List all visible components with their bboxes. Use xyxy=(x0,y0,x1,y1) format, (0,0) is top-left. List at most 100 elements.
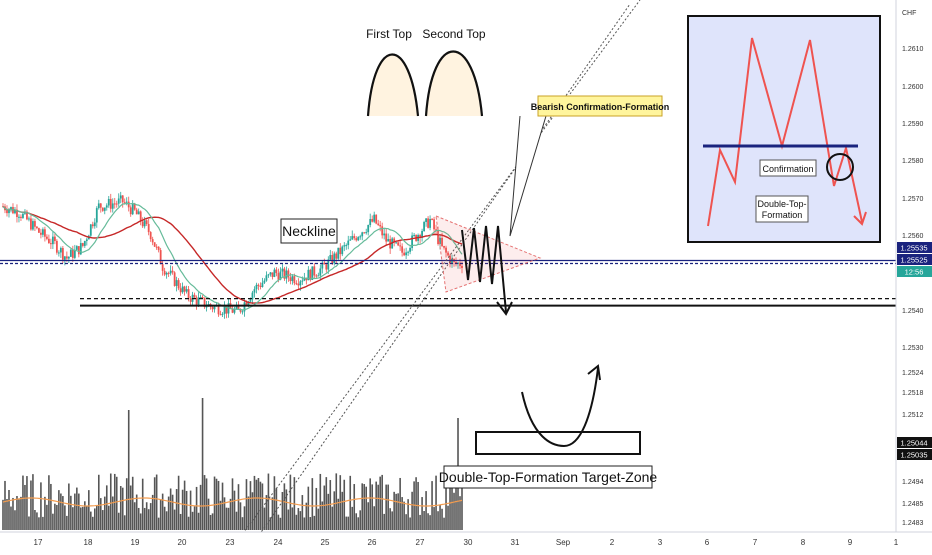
neckline-label: Neckline xyxy=(282,223,336,239)
volume-bar xyxy=(365,486,368,530)
target-bounce-curve xyxy=(521,367,599,448)
price-tag-bg xyxy=(897,254,932,265)
candle-body xyxy=(117,198,120,204)
volume-bar xyxy=(211,513,214,530)
volume-bar xyxy=(391,511,393,530)
candle-body xyxy=(107,198,110,206)
candle-body xyxy=(263,280,266,283)
candles xyxy=(2,191,463,319)
candle-body xyxy=(257,284,260,286)
volume-bar xyxy=(2,499,4,530)
candle-body xyxy=(285,270,288,279)
candle-body xyxy=(131,203,134,215)
volume-bar xyxy=(90,511,92,530)
candle-body xyxy=(395,242,398,244)
candle-body xyxy=(343,245,346,247)
volume-bar xyxy=(78,493,80,530)
volume-bar xyxy=(291,507,294,530)
second-top-label: Second Top xyxy=(422,27,485,41)
volume-bar xyxy=(88,490,90,530)
volume-bar xyxy=(54,503,56,530)
volume-bar xyxy=(94,508,96,530)
y-tick-label: 1.2494 xyxy=(902,479,924,486)
volume-bar xyxy=(86,506,88,530)
price-tag-label: 1.25525 xyxy=(900,256,927,265)
moving-average-fast xyxy=(2,202,463,311)
volume-bar xyxy=(437,511,439,530)
target-zone-label-box xyxy=(443,465,653,489)
candle-body xyxy=(95,208,98,223)
candle-body xyxy=(169,270,172,274)
candle-body xyxy=(49,243,52,245)
candle-body xyxy=(269,272,272,275)
volume-bar xyxy=(379,476,381,530)
volume-bar xyxy=(70,495,72,530)
volume-bar xyxy=(425,491,427,530)
volume-bar xyxy=(323,485,326,530)
candle-body xyxy=(67,256,70,259)
candle-body xyxy=(237,305,240,309)
volume-bar xyxy=(58,490,60,530)
y-tick-label: 1.2540 xyxy=(902,308,924,315)
volume-bar xyxy=(209,514,212,530)
candle-body xyxy=(40,232,42,235)
volume-bar xyxy=(36,512,38,530)
volume-bar xyxy=(247,496,250,530)
candle-body xyxy=(159,250,162,265)
volume-bar xyxy=(303,517,306,530)
candle-body xyxy=(161,264,164,271)
candle-body xyxy=(137,211,140,215)
pattern-overlay xyxy=(0,0,896,549)
x-tick-label: 20 xyxy=(178,538,187,547)
candle-body xyxy=(79,243,82,255)
candle-body xyxy=(405,252,408,256)
candle-body xyxy=(289,277,292,282)
candle-body xyxy=(457,262,459,264)
candle-body xyxy=(199,297,202,299)
x-tick-label: 18 xyxy=(84,538,93,547)
candle-body xyxy=(363,232,366,234)
price-tag-label: 1.25035 xyxy=(900,451,927,460)
callout-pointer xyxy=(509,115,547,237)
price-tag-bg xyxy=(897,266,932,277)
candle-body xyxy=(175,280,178,286)
volume-bar xyxy=(99,498,102,530)
candle-body xyxy=(341,246,344,255)
candle-body xyxy=(273,269,276,277)
candle-body xyxy=(321,262,324,269)
candle-body xyxy=(375,214,378,224)
volume-bar xyxy=(38,517,40,530)
price-tag-label: 1.25044 xyxy=(900,439,927,448)
inset-confirmation-label: Confirmation xyxy=(762,164,813,174)
candle-body xyxy=(459,262,461,266)
candle-body xyxy=(281,268,284,272)
candle-body xyxy=(349,239,352,241)
volume-bar xyxy=(415,477,417,530)
volume-bar xyxy=(401,497,403,530)
candle-body xyxy=(155,246,158,248)
volume-bar xyxy=(229,498,232,530)
candle-body xyxy=(97,203,100,209)
volume-bar xyxy=(8,489,10,530)
time-axis[interactable]: 17 18 19 20 23 24 25 26 27 30 31 Sep 2 3 6 7 8 9 1 xyxy=(0,531,932,550)
candle-body xyxy=(325,264,328,270)
volume-bar xyxy=(459,496,461,530)
volume-bar xyxy=(349,475,352,530)
volume-bar xyxy=(399,477,401,530)
candle-body xyxy=(89,224,92,236)
volume-bar xyxy=(62,496,64,530)
candle-body xyxy=(221,313,224,315)
candle-body xyxy=(277,273,280,280)
volume-bar xyxy=(395,493,397,530)
volume-bar xyxy=(183,480,186,530)
volume-bar xyxy=(273,476,276,530)
volume-bar xyxy=(259,481,262,530)
candle-body xyxy=(425,218,427,223)
volume-bar xyxy=(333,491,336,530)
candle-body xyxy=(295,283,298,285)
volume-bar xyxy=(4,480,6,530)
volume-bar xyxy=(357,517,360,530)
candle-body xyxy=(401,246,404,253)
price-tag-bg xyxy=(897,437,932,448)
